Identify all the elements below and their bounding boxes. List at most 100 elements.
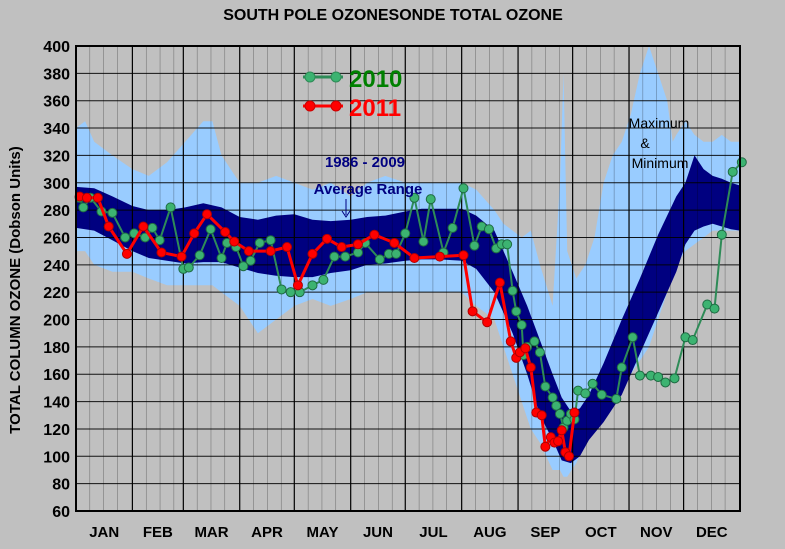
data-point-2010 bbox=[78, 202, 89, 213]
y-tick-label: 380 bbox=[43, 66, 70, 83]
data-point-2011 bbox=[336, 242, 347, 253]
data-point-2011 bbox=[292, 280, 303, 291]
average-range-band bbox=[76, 155, 740, 464]
data-point-2010 bbox=[534, 347, 545, 358]
maxmin-label-1: Maximum bbox=[629, 115, 690, 131]
data-point-2010 bbox=[352, 247, 363, 258]
data-point-2010 bbox=[216, 252, 227, 263]
data-point-2010 bbox=[529, 336, 540, 347]
y-tick-label: 80 bbox=[52, 477, 70, 494]
data-point-2011 bbox=[482, 317, 493, 328]
x-tick-label: APR bbox=[251, 524, 283, 541]
legend-2011-marker bbox=[304, 100, 316, 112]
data-point-2010 bbox=[254, 237, 265, 248]
data-point-2011 bbox=[81, 192, 92, 203]
y-tick-label: 280 bbox=[43, 203, 70, 220]
data-point-2011 bbox=[220, 227, 231, 237]
x-tick-label: OCT bbox=[585, 524, 617, 541]
data-point-2010 bbox=[736, 157, 747, 168]
data-point-2010 bbox=[418, 236, 429, 247]
data-point-2011 bbox=[176, 251, 187, 262]
y-tick-label: 360 bbox=[43, 94, 70, 111]
data-point-2011 bbox=[121, 248, 132, 259]
tick-labels: 60 80 100 120 140 160 180 200 220 240 260 280 300 320… bbox=[43, 39, 728, 541]
data-point-2010 bbox=[165, 202, 176, 213]
x-tick-label: NOV bbox=[640, 524, 673, 541]
x-tick-label: DEC bbox=[696, 524, 728, 541]
data-point-2010 bbox=[120, 232, 131, 243]
data-point-2011 bbox=[569, 407, 580, 418]
data-point-2010 bbox=[587, 378, 598, 389]
data-point-2011 bbox=[352, 239, 363, 250]
y-tick-label: 220 bbox=[43, 285, 70, 302]
legend-2010-marker bbox=[330, 71, 342, 83]
data-point-2011 bbox=[189, 228, 200, 239]
range-bands bbox=[76, 46, 740, 477]
data-point-2010 bbox=[107, 207, 118, 218]
data-point-2011 bbox=[458, 250, 469, 261]
axes bbox=[75, 45, 741, 512]
data-point-2011 bbox=[553, 436, 564, 447]
legend-2011-marker bbox=[330, 100, 342, 112]
data-point-2010 bbox=[554, 408, 565, 419]
y-tick-label: 60 bbox=[52, 504, 70, 521]
data-point-2010 bbox=[507, 285, 518, 296]
chart-title: SOUTH POLE OZONESONDE TOTAL OZONE bbox=[223, 7, 563, 24]
data-point-2010 bbox=[551, 400, 562, 411]
data-point-2010 bbox=[687, 335, 698, 346]
data-point-2011 bbox=[540, 441, 551, 452]
legend-2010-marker bbox=[304, 71, 316, 83]
data-point-2011 bbox=[229, 236, 240, 247]
data-point-2010 bbox=[285, 287, 296, 298]
maxmin-label-2: & bbox=[640, 135, 650, 151]
data-point-2010 bbox=[194, 250, 205, 261]
y-tick-label: 180 bbox=[43, 340, 70, 357]
y-tick-label: 400 bbox=[43, 39, 70, 56]
data-point-2011 bbox=[282, 242, 293, 253]
y-tick-label: 120 bbox=[43, 422, 70, 439]
data-point-2010 bbox=[716, 229, 727, 240]
y-tick-label: 200 bbox=[43, 313, 70, 330]
data-point-2010 bbox=[400, 228, 411, 239]
x-tick-label: JUL bbox=[419, 524, 447, 541]
data-point-2011 bbox=[563, 451, 574, 462]
data-point-2010 bbox=[653, 371, 664, 382]
data-point-2011 bbox=[156, 247, 167, 258]
data-point-2011 bbox=[525, 362, 536, 373]
x-tick-label: AUG bbox=[473, 524, 506, 541]
data-point-2010 bbox=[660, 377, 671, 388]
y-axis-label: TOTAL COLUMN OZONE (Dobson Units) bbox=[7, 146, 24, 433]
data-point-2010 bbox=[409, 192, 420, 203]
y-tick-label: 260 bbox=[43, 230, 70, 247]
data-point-2010 bbox=[329, 251, 340, 262]
data-point-2010 bbox=[502, 239, 513, 250]
x-tick-label: SEP bbox=[530, 524, 560, 541]
data-point-2010 bbox=[469, 240, 480, 251]
x-tick-label: MAR bbox=[194, 524, 228, 541]
data-series bbox=[74, 157, 747, 462]
data-point-2011 bbox=[92, 192, 103, 203]
data-point-2011 bbox=[103, 221, 114, 232]
y-tick-label: 140 bbox=[43, 395, 70, 412]
data-point-2010 bbox=[616, 362, 627, 373]
legend-2010-label: 2010 bbox=[349, 66, 402, 93]
data-point-2010 bbox=[245, 255, 256, 266]
data-point-2011 bbox=[265, 246, 276, 257]
data-point-2010 bbox=[611, 393, 622, 404]
y-tick-label: 340 bbox=[43, 121, 70, 138]
data-point-2011 bbox=[536, 410, 547, 421]
data-point-2011 bbox=[409, 252, 420, 263]
data-point-2010 bbox=[669, 373, 680, 384]
data-point-2010 bbox=[483, 224, 494, 235]
average-range-years: 1986 - 2009 bbox=[325, 154, 405, 171]
max-min-envelope bbox=[76, 46, 740, 477]
y-tick-label: 240 bbox=[43, 258, 70, 275]
series-2011 bbox=[74, 191, 580, 462]
maxmin-label-3: Minimum bbox=[632, 155, 689, 171]
y-tick-label: 300 bbox=[43, 176, 70, 193]
data-point-2010 bbox=[709, 303, 720, 314]
y-tick-label: 160 bbox=[43, 367, 70, 384]
data-point-2010 bbox=[238, 261, 249, 272]
